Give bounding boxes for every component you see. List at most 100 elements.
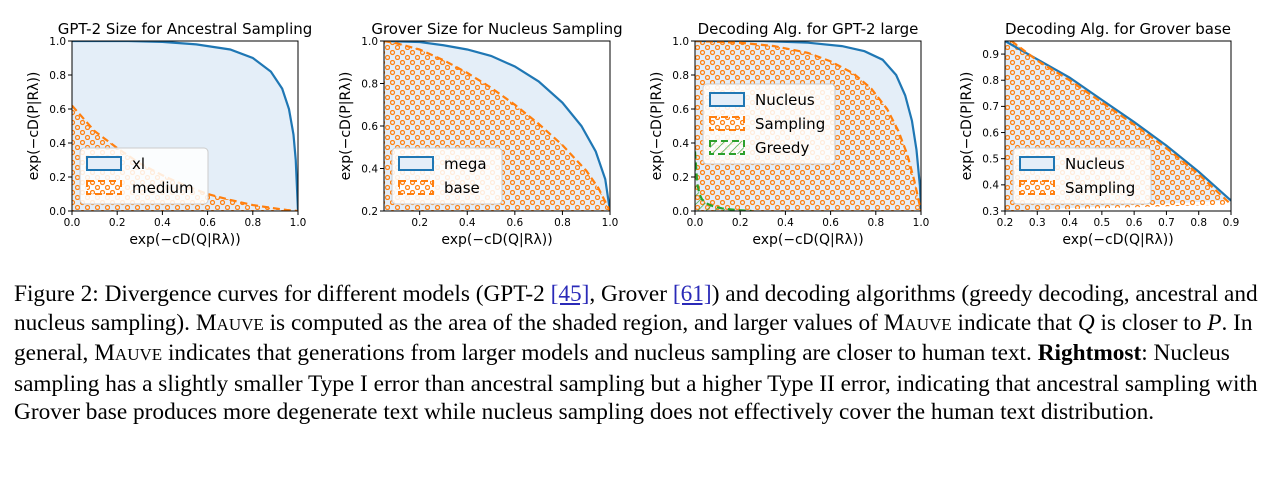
y-tick-label: 0.4 [49, 138, 66, 150]
y-tick-label: 0.2 [361, 206, 378, 218]
x-tick-label: 0.2 [411, 217, 428, 229]
x-tick-label: 0.0 [64, 217, 81, 229]
x-tick-label: 0.6 [1126, 217, 1143, 229]
y-tick-label: 0.4 [361, 163, 378, 175]
series-line-greedy [695, 151, 752, 211]
x-tick-label: 0.6 [199, 217, 216, 229]
x-tick-label: 0.3 [1029, 217, 1046, 229]
caption-text: ) and decoding algorithms (greedy decodi… [14, 281, 1258, 336]
y-tick-label: 0.8 [982, 75, 999, 87]
caption-text: Divergence curves for different models (… [98, 281, 551, 307]
x-tick-label: 0.4 [154, 217, 171, 229]
mauve-name: MAUVE [195, 309, 264, 336]
y-tick-label: 0.7 [982, 101, 999, 113]
x-tick-label: 0.2 [109, 217, 126, 229]
legend-label-nucleus: Nucleus [1065, 155, 1125, 173]
series-line-xl [72, 41, 298, 211]
legend: mega base [391, 147, 503, 205]
plot-frame [694, 40, 922, 212]
caption-label: Figure 2: [14, 281, 99, 307]
figure-panels: 0.0 0.2 0.4 0.6 0.8 1.00.00.20.40.60.81.0GPT-… [26, 20, 1239, 248]
x-axis-label: exp(−cD(Q|Rλ)) [129, 232, 240, 248]
y-tick-label: 0.8 [361, 78, 378, 90]
caption-text: : Nucleus sampling has a slightly smalle… [14, 340, 1258, 425]
x-axis-label: exp(−cD(Q|Rλ)) [1062, 232, 1173, 248]
series-line-mega [384, 41, 610, 211]
legend-label-greedy: Greedy [755, 139, 809, 157]
citation-link-61[interactable]: [61] [672, 281, 712, 307]
legend: Nucleus Sampling Greedy [702, 83, 836, 165]
caption-text: . In general, [14, 309, 1253, 367]
legend-swatch-greedy [709, 140, 745, 155]
x-tick-label: 0.8 [554, 217, 571, 229]
x-tick-label: 1.0 [913, 217, 930, 229]
x-tick-label: 1.0 [602, 217, 619, 229]
legend-label-base: base [444, 179, 480, 197]
citation-link-45[interactable]: [45] [550, 281, 590, 307]
caption-text: is computed as the area of the shaded re… [263, 309, 884, 336]
legend-swatch-base [398, 180, 434, 195]
legend-label-nucleus: Nucleus [755, 91, 815, 109]
x-axis-label: exp(−cD(Q|Rλ)) [752, 232, 863, 248]
caption-bold-rightmost: Rightmost [1037, 340, 1142, 366]
x-tick-label: 0.2 [732, 217, 749, 229]
x-tick-label: 0.0 [687, 217, 704, 229]
caption-text: is closer to [1094, 309, 1208, 336]
series-line-nucleus [695, 41, 921, 211]
legend-swatch-nucleus [709, 92, 745, 107]
y-tick-label: 0.2 [49, 172, 66, 184]
x-tick-label: 0.6 [822, 217, 839, 229]
y-axis-label: exp(−cD(P|Rλ)) [649, 72, 665, 181]
legend-label-sampling: Sampling [1065, 179, 1135, 197]
x-tick-label: 1.0 [290, 217, 307, 229]
legend-swatch-xl [86, 156, 122, 171]
legend-label-xl: xl [132, 155, 145, 173]
x-tick-label: 0.4 [777, 217, 794, 229]
variable-p: P [1207, 309, 1222, 336]
series-line-sampling [1010, 41, 1231, 206]
y-tick-label: 0.6 [672, 104, 689, 116]
series-line-nucleus [1005, 41, 1231, 202]
series-area-greedy [695, 151, 752, 211]
legend-swatch-sampling [709, 116, 745, 131]
x-tick-label: 0.2 [997, 217, 1014, 229]
x-tick-label: 0.8 [1190, 217, 1207, 229]
panel-title: GPT-2 Size for Ancestral Sampling [58, 20, 313, 38]
x-tick-label: 0.4 [1061, 217, 1078, 229]
y-tick-label: 0.9 [982, 49, 999, 61]
panel-title: Decoding Alg. for GPT-2 large [698, 20, 919, 38]
y-tick-label: 0.4 [672, 138, 689, 150]
y-tick-label: 0.4 [982, 180, 999, 192]
y-tick-label: 0.8 [49, 70, 66, 82]
plot-frame [71, 40, 299, 212]
legend-label-mega: mega [444, 155, 487, 173]
caption-text: , Grover [589, 281, 673, 307]
series-line-medium [72, 104, 298, 211]
y-tick-label: 0.3 [982, 206, 999, 218]
series-line-base [384, 41, 610, 211]
panel-decoding-grover-base: 0.2 0.3 0.4 0.5 0.6 0.7 0.8 0.90.30.40.50.60.70… [959, 20, 1239, 248]
y-axis-label: exp(−cD(P|Rλ)) [338, 72, 354, 181]
x-tick-label: 0.9 [1223, 217, 1240, 229]
y-axis-label: exp(−cD(P|Rλ)) [959, 72, 975, 181]
y-tick-label: 1.0 [672, 36, 689, 48]
x-tick-label: 0.8 [244, 217, 261, 229]
y-axis-label: exp(−cD(P|Rλ)) [26, 72, 42, 181]
legend: Nucleus Sampling [1012, 147, 1152, 205]
panel-title: Decoding Alg. for Grover base [1005, 20, 1231, 38]
legend-swatch-medium [86, 180, 122, 195]
y-tick-label: 1.0 [49, 36, 66, 48]
y-tick-label: 0.0 [49, 206, 66, 218]
panel-title: Grover Size for Nucleus Sampling [371, 20, 622, 38]
x-tick-label: 0.5 [1094, 217, 1111, 229]
x-tick-label: 0.6 [506, 217, 523, 229]
legend-label-medium: medium [132, 179, 194, 197]
variable-q: Q [1077, 309, 1095, 336]
y-tick-label: 1.0 [361, 36, 378, 48]
y-tick-label: 0.2 [672, 172, 689, 184]
y-tick-label: 0.5 [982, 153, 999, 165]
mauve-name: MAUVE [883, 309, 952, 336]
y-tick-label: 0.0 [672, 206, 689, 218]
panel-decoding-gpt2-large: 0.0 0.2 0.4 0.6 0.8 1.0 0.0 0.2 0.4 0.6 0.8 1.0 Deco… [649, 20, 929, 248]
